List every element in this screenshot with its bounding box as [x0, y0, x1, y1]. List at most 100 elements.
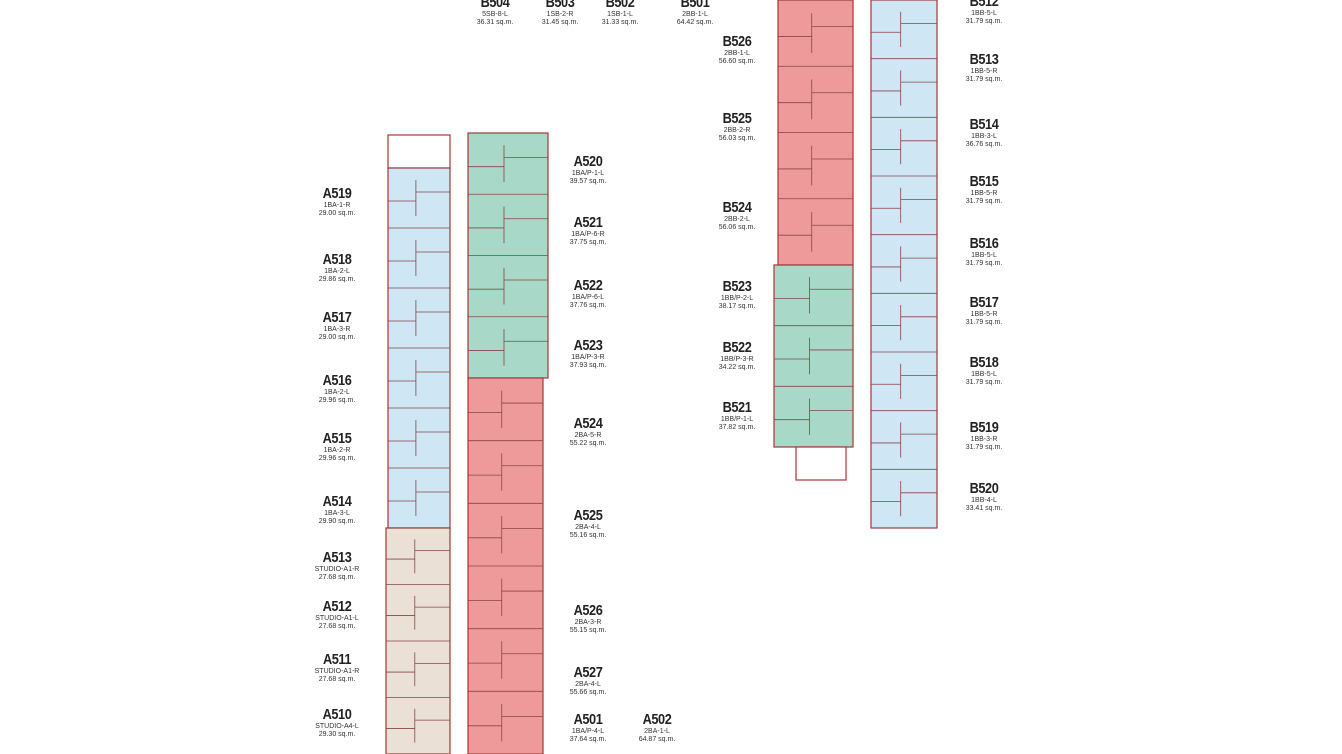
unit-area: 37.76 sq.m. — [569, 302, 607, 309]
unit-label: B502 1SB-1-L 31.33 sq.m. — [575, 0, 665, 26]
unit-label: A523 1BA/P-3-R 37.93 sq.m. — [543, 338, 633, 369]
unit-code: B503 — [545, 0, 575, 11]
unit-code: A514 — [322, 493, 352, 510]
unit-label: A514 1BA-3-L 29.90 sq.m. — [292, 494, 382, 525]
unit-code: B526 — [722, 33, 752, 50]
unit-code: B524 — [722, 199, 752, 216]
unit-code: B515 — [969, 173, 999, 190]
unit-label: A502 2BA-1-L 64.87 sq.m. — [612, 712, 702, 743]
unit-area: 55.66 sq.m. — [569, 689, 607, 696]
unit-code: B520 — [969, 480, 999, 497]
unit-label: A515 1BA-2-R 29.96 sq.m. — [292, 431, 382, 462]
unit-code: A501 — [573, 711, 603, 728]
unit-code: A515 — [322, 430, 352, 447]
unit-code: B502 — [605, 0, 635, 11]
unit-code: B514 — [969, 116, 999, 133]
unit-label: A510 STUDIO-A4-L 29.30 sq.m. — [292, 707, 382, 738]
unit-area: 29.00 sq.m. — [318, 210, 356, 217]
unit-code: A520 — [573, 153, 603, 170]
unit-code: A511 — [322, 651, 352, 668]
unit-area: 31.33 sq.m. — [601, 19, 639, 26]
unit-type: 2BA-1-L — [644, 728, 670, 735]
unit-label: A512 STUDIO-A1-L 27.68 sq.m. — [292, 599, 382, 630]
unit-type: 1BB-5-R — [970, 311, 998, 318]
unit-type: 5SB-8-L — [482, 11, 508, 18]
unit-area: 27.68 sq.m. — [318, 574, 356, 581]
unit-type: 1BB-5-R — [970, 68, 998, 75]
unit-type: STUDIO-A4-L — [315, 723, 359, 730]
unit-area: 36.31 sq.m. — [476, 19, 514, 26]
unit-area: 29.90 sq.m. — [318, 518, 356, 525]
unit-area: 31.79 sq.m. — [965, 319, 1003, 326]
unit-area: 56.60 sq.m. — [718, 58, 756, 65]
unit-type: 1BA-2-L — [324, 268, 350, 275]
unit-type: STUDIO-A1-R — [314, 566, 360, 573]
unit-type: 2BB-2-R — [723, 127, 751, 134]
unit-area: 29.30 sq.m. — [318, 731, 356, 738]
unit-label: A524 2BA-5-R 55.22 sq.m. — [543, 416, 633, 447]
unit-label: B525 2BB-2-R 56.03 sq.m. — [692, 111, 782, 142]
unit-area: 56.06 sq.m. — [718, 224, 756, 231]
unit-area: 64.87 sq.m. — [638, 736, 676, 743]
unit-code: A526 — [573, 602, 603, 619]
interior-walls — [386, 0, 937, 754]
unit-type: 1BB-5-L — [971, 10, 997, 17]
unit-code: A522 — [573, 277, 603, 294]
unit-area: 37.93 sq.m. — [569, 362, 607, 369]
unit-type: 1BB-5-L — [971, 371, 997, 378]
unit-label: B520 1BB-4-L 33.41 sq.m. — [939, 481, 1029, 512]
unit-code: A512 — [322, 598, 352, 615]
unit-code: B516 — [969, 235, 999, 252]
unit-block-1br — [870, 0, 938, 529]
unit-label: A521 1BA/P-6-R 37.75 sq.m. — [543, 215, 633, 246]
unit-label: A520 1BA/P-1-L 39.57 sq.m. — [543, 154, 633, 185]
unit-area: 29.96 sq.m. — [318, 455, 356, 462]
unit-type: 1BB/P-2-L — [720, 295, 754, 302]
unit-area: 27.68 sq.m. — [318, 676, 356, 683]
unit-label: B514 1BB-3-L 36.76 sq.m. — [939, 117, 1029, 148]
unit-area: 55.16 sq.m. — [569, 532, 607, 539]
unit-label: A527 2BA-4-L 55.66 sq.m. — [543, 665, 633, 696]
unit-label: B512 1BB-5-L 31.79 sq.m. — [939, 0, 1029, 25]
unit-code: A513 — [322, 549, 352, 566]
unit-type: 1BA/P-3-R — [571, 354, 605, 361]
unit-area: 37.82 sq.m. — [718, 424, 756, 431]
unit-type: 1BA-2-R — [323, 447, 351, 454]
unit-label: B516 1BB-5-L 31.79 sq.m. — [939, 236, 1029, 267]
unit-area: 33.41 sq.m. — [965, 505, 1003, 512]
unit-code: B513 — [969, 51, 999, 68]
stair-core — [795, 446, 847, 481]
unit-code: B517 — [969, 294, 999, 311]
unit-type: 1SB-2-R — [546, 11, 574, 18]
unit-label: B518 1BB-5-L 31.79 sq.m. — [939, 355, 1029, 386]
unit-type: 2BB-2-L — [724, 216, 750, 223]
unit-code: B522 — [722, 339, 752, 356]
unit-label: B523 1BB/P-2-L 38.17 sq.m. — [692, 279, 782, 310]
unit-area: 37.75 sq.m. — [569, 239, 607, 246]
unit-label: A522 1BA/P-6-L 37.76 sq.m. — [543, 278, 633, 309]
unit-type: STUDIO-A1-R — [314, 668, 360, 675]
unit-label: B519 1BB-3-R 31.79 sq.m. — [939, 420, 1029, 451]
unit-area: 56.03 sq.m. — [718, 135, 756, 142]
unit-code: B521 — [722, 399, 752, 416]
unit-code: B504 — [480, 0, 510, 11]
unit-code: A519 — [322, 185, 352, 202]
unit-area: 34.22 sq.m. — [718, 364, 756, 371]
unit-type: 1BB-5-R — [970, 190, 998, 197]
unit-label: A526 2BA-3-R 55.15 sq.m. — [543, 603, 633, 634]
unit-code: A523 — [573, 337, 603, 354]
unit-area: 29.00 sq.m. — [318, 334, 356, 341]
unit-label: B501 2BB-1-L 64.42 sq.m. — [650, 0, 740, 26]
unit-code: A525 — [573, 507, 603, 524]
unit-label: B504 5SB-8-L 36.31 sq.m. — [450, 0, 540, 26]
unit-label: B521 1BB/P-1-L 37.82 sq.m. — [692, 400, 782, 431]
unit-type: 2BB-1-L — [724, 50, 750, 57]
unit-code: B501 — [680, 0, 710, 11]
unit-area: 64.42 sq.m. — [676, 19, 714, 26]
unit-type: 1BA-1-R — [323, 202, 351, 209]
unit-label: A501 1BA/P-4-L 37.64 sq.m. — [543, 712, 633, 743]
unit-area: 55.15 sq.m. — [569, 627, 607, 634]
unit-label: B503 1SB-2-R 31.45 sq.m. — [515, 0, 605, 26]
unit-area: 31.79 sq.m. — [965, 260, 1003, 267]
